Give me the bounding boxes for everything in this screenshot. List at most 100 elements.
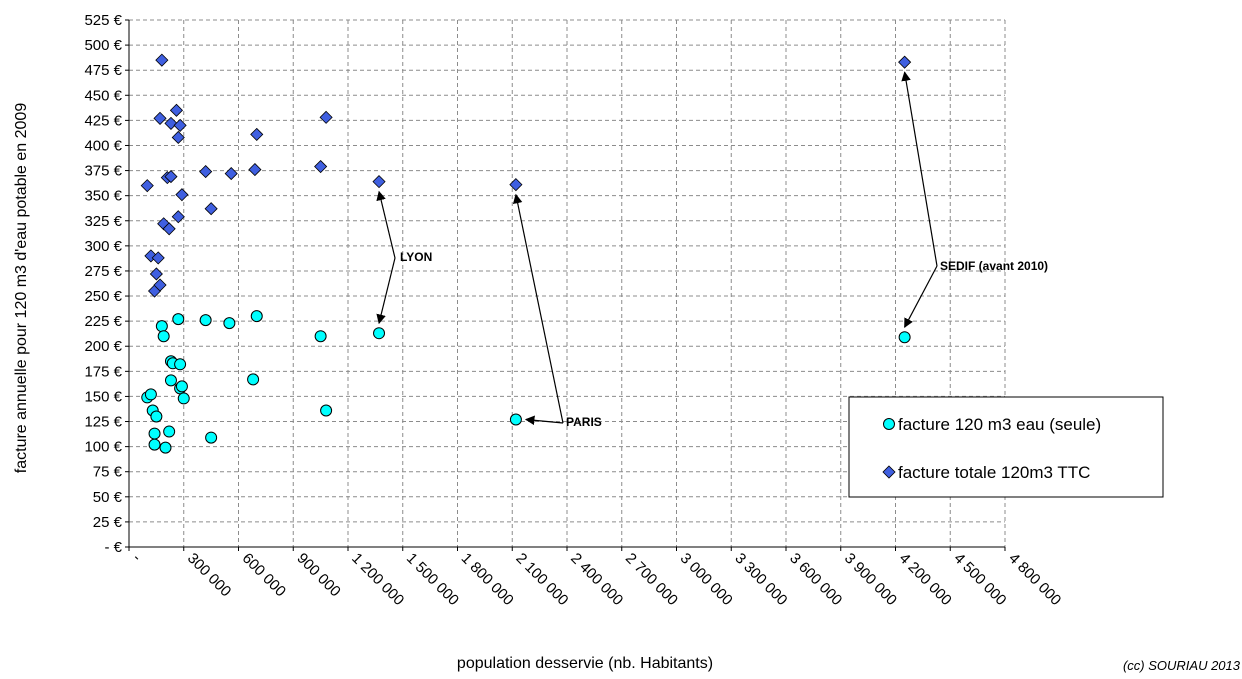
water-bill-point bbox=[177, 392, 190, 405]
legend-circle-marker bbox=[883, 418, 895, 430]
annotation-label: LYON bbox=[400, 250, 432, 264]
x-tick-label: 1 500 000 bbox=[403, 550, 462, 609]
grid-lines bbox=[129, 19, 1006, 547]
water-bill-point bbox=[509, 413, 522, 426]
x-tick-label: 3 300 000 bbox=[731, 550, 790, 609]
y-tick-label: 275 € bbox=[84, 263, 122, 280]
y-tick-label: 325 € bbox=[84, 213, 122, 230]
total-bill-point bbox=[140, 179, 154, 193]
x-tick-label: 4 200 000 bbox=[896, 550, 955, 609]
total-bill-point bbox=[319, 110, 333, 124]
water-bill-point bbox=[150, 410, 163, 423]
total-bill-point bbox=[164, 116, 178, 130]
water-bill-point bbox=[199, 314, 212, 327]
y-tick-label: 100 € bbox=[84, 439, 122, 456]
x-axis-title: population desservie (nb. Habitants) bbox=[457, 655, 713, 672]
annotation-label: SEDIF (avant 2010) bbox=[940, 259, 1048, 273]
total-bill-point bbox=[204, 202, 218, 216]
x-tick-label: 2 700 000 bbox=[622, 550, 681, 609]
credit-text: (cc) SOURIAU 2013 bbox=[1123, 658, 1241, 673]
x-tick-label: 300 000 bbox=[184, 550, 234, 600]
annotation-arrow bbox=[524, 415, 564, 426]
x-tick-label: 2 100 000 bbox=[512, 550, 571, 609]
y-tick-label: 25 € bbox=[93, 514, 123, 531]
y-tick-label: 375 € bbox=[84, 163, 122, 180]
y-tick-label: 50 € bbox=[93, 489, 123, 506]
water-bill-point bbox=[174, 358, 187, 371]
water-bill-point bbox=[250, 310, 263, 323]
water-bill-point bbox=[223, 317, 236, 330]
total-bill-point bbox=[153, 111, 167, 125]
y-tick-label: 350 € bbox=[84, 188, 122, 205]
total-bill-point bbox=[372, 175, 386, 189]
water-bill-point bbox=[148, 427, 161, 440]
x-tick-label: 900 000 bbox=[293, 550, 343, 600]
total-bill-point bbox=[149, 267, 163, 281]
legend: facture 120 m3 eau (seule) facture total… bbox=[848, 396, 1164, 498]
total-bill-point bbox=[151, 251, 165, 265]
y-tick-label: 525 € bbox=[84, 12, 122, 29]
y-tick-label: 150 € bbox=[84, 388, 122, 405]
water-bill-point bbox=[159, 441, 172, 454]
total-bill-point bbox=[898, 55, 912, 69]
y-tick-label: 475 € bbox=[84, 62, 122, 79]
axes bbox=[125, 19, 1006, 551]
water-bill-point bbox=[898, 331, 911, 344]
total-bill-point bbox=[153, 278, 167, 292]
total-bill-point bbox=[175, 188, 189, 202]
x-tick-label: 4 800 000 bbox=[1005, 550, 1064, 609]
y-tick-label: 200 € bbox=[84, 338, 122, 355]
total-bill-point bbox=[173, 118, 187, 132]
x-tick-label: 1 800 000 bbox=[458, 550, 517, 609]
total-bill-point bbox=[509, 178, 523, 192]
x-tick-label: 4 500 000 bbox=[950, 550, 1009, 609]
annotation-arrow bbox=[904, 265, 938, 329]
water-bill-point bbox=[172, 313, 185, 326]
y-tick-label: 250 € bbox=[84, 288, 122, 305]
y-tick-label: 175 € bbox=[84, 363, 122, 380]
annotation-arrow bbox=[376, 190, 396, 259]
water-bill-point bbox=[155, 320, 168, 333]
total-bill-point bbox=[162, 222, 176, 236]
y-tick-label: 425 € bbox=[84, 112, 122, 129]
water-bill-point bbox=[247, 373, 260, 386]
y-tick-label: 400 € bbox=[84, 137, 122, 154]
water-bill-point bbox=[148, 438, 161, 451]
y-tick-label: 300 € bbox=[84, 238, 122, 255]
y-tick-label: 450 € bbox=[84, 87, 122, 104]
total-bill-point bbox=[155, 53, 169, 67]
water-bill-point bbox=[175, 380, 188, 393]
total-bill-point bbox=[224, 167, 238, 181]
y-tick-label: 500 € bbox=[84, 37, 122, 54]
y-axis-title: facture annuelle pour 120 m3 d'eau potab… bbox=[13, 103, 30, 474]
water-bill-point bbox=[314, 330, 327, 343]
legend-diamond-marker bbox=[882, 465, 896, 479]
annotation-arrow bbox=[512, 193, 564, 424]
water-bill-point bbox=[163, 425, 176, 438]
x-tick-label: 3 900 000 bbox=[841, 550, 900, 609]
annotation-arrow bbox=[901, 71, 938, 267]
y-tick-label: - € bbox=[104, 539, 122, 556]
legend-label-water: facture 120 m3 eau (seule) bbox=[898, 415, 1101, 434]
data-points bbox=[140, 53, 912, 454]
total-bill-point bbox=[248, 163, 262, 177]
y-tick-label: 225 € bbox=[84, 313, 122, 330]
y-tick-label: 125 € bbox=[84, 414, 122, 431]
y-tick-labels: - € 25 € 50 € 75 € 100 € 125 € 150 € 175 € 200 €… bbox=[84, 12, 122, 556]
total-bill-point bbox=[314, 159, 328, 174]
legend-label-total: facture totale 120m3 TTC bbox=[898, 463, 1090, 482]
water-bill-point bbox=[144, 388, 157, 401]
total-bill-point bbox=[250, 127, 264, 141]
water-bill-point bbox=[373, 327, 386, 340]
x-tick-label: - bbox=[129, 550, 145, 566]
total-bill-point bbox=[169, 103, 184, 117]
annotations: LYON PARIS SEDIF (avant 2010) bbox=[376, 71, 1048, 429]
water-bill-point bbox=[164, 374, 177, 387]
y-tick-label: 75 € bbox=[93, 464, 123, 481]
legend-box bbox=[848, 396, 1164, 498]
total-bill-point bbox=[199, 165, 213, 179]
x-tick-label: 3 600 000 bbox=[786, 550, 845, 609]
water-bill-point bbox=[157, 330, 170, 343]
